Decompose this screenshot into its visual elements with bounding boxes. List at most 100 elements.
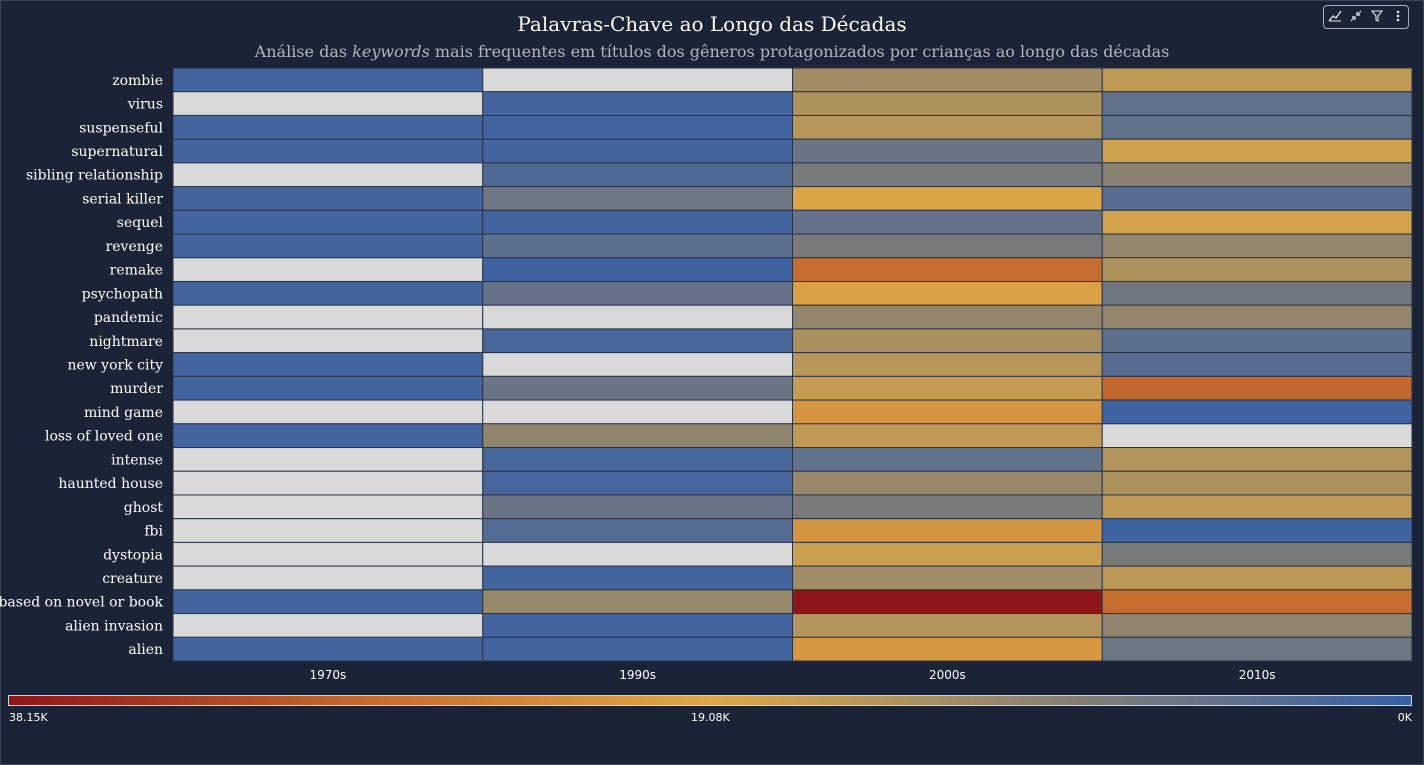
heatmap-cell[interactable] (482, 636, 793, 662)
heatmap-cell[interactable] (482, 494, 793, 520)
heatmap-cell[interactable] (172, 114, 484, 140)
heatmap-cell[interactable] (792, 565, 1103, 591)
heatmap-cell[interactable] (792, 375, 1103, 401)
heatmap-cell[interactable] (482, 423, 793, 449)
heatmap-cell[interactable] (1101, 162, 1413, 188)
heatmap-cell[interactable] (792, 257, 1103, 282)
heatmap-cell[interactable] (482, 209, 793, 235)
heatmap-cell[interactable] (172, 67, 484, 93)
heatmap-cell[interactable] (482, 352, 793, 377)
heatmap-cell[interactable] (792, 541, 1103, 567)
heatmap-cell[interactable] (1101, 138, 1413, 164)
heatmap-cell[interactable] (482, 138, 793, 164)
heatmap-cell[interactable] (792, 352, 1103, 377)
heatmap-cell[interactable] (172, 518, 484, 543)
heatmap-cell[interactable] (1101, 186, 1413, 211)
heatmap-cell[interactable] (1101, 399, 1413, 425)
heatmap-cell[interactable] (482, 186, 793, 211)
heatmap-cell[interactable] (482, 541, 793, 567)
heatmap-cell[interactable] (482, 399, 793, 425)
heatmap-cell[interactable] (1101, 209, 1413, 235)
heatmap-cell[interactable] (172, 91, 484, 116)
heatmap-cell[interactable] (1101, 470, 1413, 496)
heatmap-cell[interactable] (482, 565, 793, 591)
heatmap-cell[interactable] (172, 470, 484, 496)
heatmap-cell[interactable] (1101, 447, 1413, 472)
heatmap-cell[interactable] (792, 636, 1103, 662)
heatmap-cell[interactable] (792, 280, 1103, 306)
heatmap-cell[interactable] (792, 91, 1103, 116)
heatmap-cell[interactable] (792, 613, 1103, 638)
heatmap-cell[interactable] (792, 67, 1103, 93)
heatmap-cell[interactable] (1101, 67, 1413, 93)
heatmap-cell[interactable] (482, 518, 793, 543)
heatmap-cell[interactable] (1101, 375, 1413, 401)
heatmap-cell[interactable] (172, 565, 484, 591)
heatmap-cell[interactable] (1101, 423, 1413, 449)
heatmap-cell[interactable] (482, 589, 793, 615)
heatmap-cell[interactable] (172, 280, 484, 306)
heatmap-cell[interactable] (792, 423, 1103, 449)
heatmap-cell[interactable] (482, 613, 793, 638)
heatmap-cell[interactable] (482, 67, 793, 93)
heatmap-cell[interactable] (482, 304, 793, 330)
heatmap-cell[interactable] (1101, 636, 1413, 662)
heatmap-cell[interactable] (1101, 494, 1413, 520)
heatmap-cell[interactable] (172, 423, 484, 449)
more-options-icon[interactable] (1389, 10, 1407, 25)
heatmap-cell[interactable] (172, 186, 484, 211)
heatmap-cell[interactable] (792, 233, 1103, 259)
heatmap-cell[interactable] (482, 375, 793, 401)
heatmap-cell[interactable] (172, 352, 484, 377)
collapse-icon[interactable] (1347, 10, 1365, 25)
heatmap-cell[interactable] (792, 186, 1103, 211)
heatmap-cell[interactable] (172, 257, 484, 282)
heatmap-cell[interactable] (1101, 114, 1413, 140)
heatmap-cell[interactable] (172, 328, 484, 354)
heatmap-cell[interactable] (482, 91, 793, 116)
heatmap-cell[interactable] (1101, 257, 1413, 282)
heatmap-cell[interactable] (792, 328, 1103, 354)
heatmap-cell[interactable] (792, 304, 1103, 330)
heatmap-cell[interactable] (1101, 518, 1413, 543)
heatmap-cell[interactable] (172, 613, 484, 638)
heatmap-cell[interactable] (792, 447, 1103, 472)
filter-icon[interactable] (1368, 9, 1386, 25)
heatmap-cell[interactable] (792, 138, 1103, 164)
heatmap-cell[interactable] (1101, 280, 1413, 306)
heatmap-cell[interactable] (172, 589, 484, 615)
heatmap-cell[interactable] (172, 541, 484, 567)
heatmap-cell[interactable] (172, 162, 484, 188)
heatmap-cell[interactable] (482, 257, 793, 282)
heatmap-cell[interactable] (172, 138, 484, 164)
heatmap-cell[interactable] (792, 518, 1103, 543)
heatmap-cell[interactable] (482, 162, 793, 188)
insights-icon[interactable] (1326, 10, 1344, 25)
heatmap-cell[interactable] (1101, 304, 1413, 330)
heatmap-cell[interactable] (792, 209, 1103, 235)
heatmap-cell[interactable] (172, 399, 484, 425)
heatmap-cell[interactable] (792, 162, 1103, 188)
heatmap-cell[interactable] (792, 399, 1103, 425)
heatmap-cell[interactable] (1101, 589, 1413, 615)
heatmap-cell[interactable] (482, 114, 793, 140)
heatmap-cell[interactable] (1101, 613, 1413, 638)
heatmap-cell[interactable] (1101, 328, 1413, 354)
heatmap-cell[interactable] (172, 447, 484, 472)
heatmap-cell[interactable] (172, 304, 484, 330)
heatmap-cell[interactable] (792, 494, 1103, 520)
heatmap-cell[interactable] (482, 447, 793, 472)
heatmap-cell[interactable] (792, 470, 1103, 496)
heatmap-cell[interactable] (482, 328, 793, 354)
heatmap-cell[interactable] (1101, 352, 1413, 377)
heatmap-cell[interactable] (482, 233, 793, 259)
heatmap-cell[interactable] (172, 636, 484, 662)
heatmap-cell[interactable] (1101, 91, 1413, 116)
heatmap-cell[interactable] (172, 494, 484, 520)
heatmap-cell[interactable] (1101, 541, 1413, 567)
heatmap-cell[interactable] (792, 114, 1103, 140)
heatmap-cell[interactable] (172, 375, 484, 401)
heatmap-cell[interactable] (482, 280, 793, 306)
heatmap-cell[interactable] (1101, 233, 1413, 259)
heatmap-cell[interactable] (1101, 565, 1413, 591)
